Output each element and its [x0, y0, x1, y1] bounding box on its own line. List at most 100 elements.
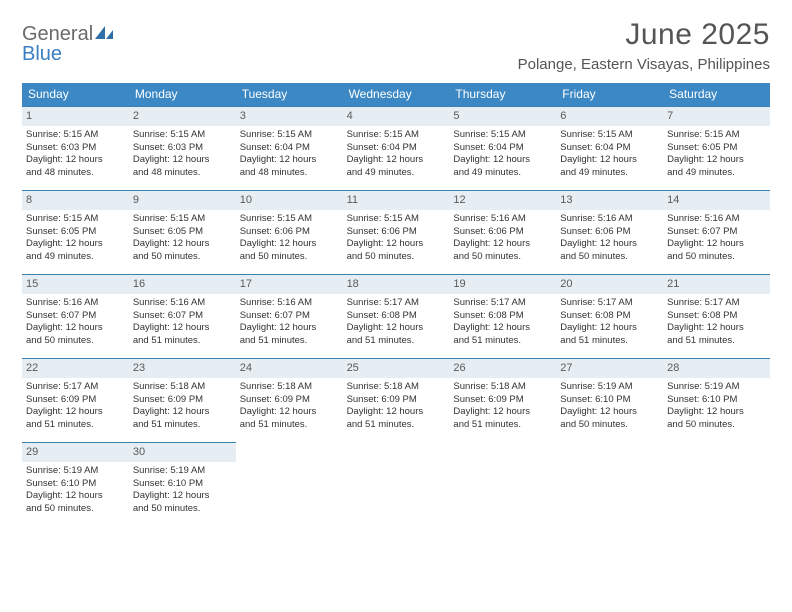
calendar-cell: 19Sunrise: 5:17 AMSunset: 6:08 PMDayligh…	[449, 274, 556, 358]
calendar-cell: 3Sunrise: 5:15 AMSunset: 6:04 PMDaylight…	[236, 106, 343, 190]
day-number: 25	[343, 359, 450, 378]
weekday-header: Thursday	[449, 83, 556, 106]
day-number: 29	[22, 443, 129, 462]
day-detail-line: and 51 minutes.	[240, 419, 339, 432]
day-detail-line: and 50 minutes.	[133, 503, 232, 516]
day-detail-line: Sunset: 6:09 PM	[26, 394, 125, 407]
day-detail-line: Sunset: 6:10 PM	[133, 478, 232, 491]
day-detail-line: Daylight: 12 hours	[667, 238, 766, 251]
day-detail-line: Sunset: 6:09 PM	[347, 394, 446, 407]
calendar-cell: 5Sunrise: 5:15 AMSunset: 6:04 PMDaylight…	[449, 106, 556, 190]
calendar-cell: 22Sunrise: 5:17 AMSunset: 6:09 PMDayligh…	[22, 358, 129, 442]
day-detail-line: Sunset: 6:09 PM	[240, 394, 339, 407]
title-block: June 2025 Polange, Eastern Visayas, Phil…	[518, 18, 770, 73]
day-detail-line: Sunset: 6:10 PM	[26, 478, 125, 491]
day-number: 4	[343, 107, 450, 126]
day-detail-line: and 48 minutes.	[26, 167, 125, 180]
day-detail-line: Sunrise: 5:15 AM	[26, 213, 125, 226]
day-detail-line: Sunrise: 5:17 AM	[667, 297, 766, 310]
calendar-cell: 29Sunrise: 5:19 AMSunset: 6:10 PMDayligh…	[22, 442, 129, 526]
day-detail-line: Sunrise: 5:15 AM	[133, 129, 232, 142]
day-number: 8	[22, 191, 129, 210]
calendar-cell: 1Sunrise: 5:15 AMSunset: 6:03 PMDaylight…	[22, 106, 129, 190]
weekday-header: Saturday	[663, 83, 770, 106]
day-detail-line: Sunset: 6:09 PM	[133, 394, 232, 407]
day-detail-line: Sunrise: 5:19 AM	[133, 465, 232, 478]
day-detail-line: Sunset: 6:06 PM	[560, 226, 659, 239]
day-detail-line: and 50 minutes.	[560, 419, 659, 432]
weekday-header: Tuesday	[236, 83, 343, 106]
day-detail-line: Sunset: 6:06 PM	[240, 226, 339, 239]
weekday-header: Friday	[556, 83, 663, 106]
day-detail-line: Sunrise: 5:15 AM	[240, 213, 339, 226]
day-number: 10	[236, 191, 343, 210]
day-detail-line: Sunset: 6:07 PM	[133, 310, 232, 323]
calendar-cell: 11Sunrise: 5:15 AMSunset: 6:06 PMDayligh…	[343, 190, 450, 274]
day-detail-line: and 48 minutes.	[240, 167, 339, 180]
logo-text: General Blue	[22, 24, 113, 64]
calendar-cell: 2Sunrise: 5:15 AMSunset: 6:03 PMDaylight…	[129, 106, 236, 190]
day-detail-line: Daylight: 12 hours	[347, 238, 446, 251]
day-detail-line: and 51 minutes.	[133, 419, 232, 432]
day-detail-line: Sunrise: 5:15 AM	[667, 129, 766, 142]
day-detail-line: and 51 minutes.	[667, 335, 766, 348]
location-text: Polange, Eastern Visayas, Philippines	[518, 56, 770, 73]
day-detail-line: and 50 minutes.	[667, 419, 766, 432]
day-detail-line: and 51 minutes.	[560, 335, 659, 348]
day-number: 17	[236, 275, 343, 294]
day-number: 21	[663, 275, 770, 294]
calendar-cell	[663, 442, 770, 526]
day-detail-line: Daylight: 12 hours	[347, 322, 446, 335]
day-detail-line: Sunrise: 5:19 AM	[560, 381, 659, 394]
day-detail-line: Sunset: 6:08 PM	[453, 310, 552, 323]
day-detail-line: and 50 minutes.	[560, 251, 659, 264]
day-detail-line: and 50 minutes.	[667, 251, 766, 264]
day-detail-line: Daylight: 12 hours	[133, 154, 232, 167]
day-detail-line: Sunrise: 5:15 AM	[453, 129, 552, 142]
day-detail-line: Sunrise: 5:15 AM	[347, 129, 446, 142]
day-detail-line: Sunset: 6:06 PM	[347, 226, 446, 239]
day-number: 18	[343, 275, 450, 294]
calendar-cell: 24Sunrise: 5:18 AMSunset: 6:09 PMDayligh…	[236, 358, 343, 442]
day-detail-line: Daylight: 12 hours	[133, 406, 232, 419]
day-detail-line: Daylight: 12 hours	[453, 406, 552, 419]
calendar-cell: 17Sunrise: 5:16 AMSunset: 6:07 PMDayligh…	[236, 274, 343, 358]
day-number: 13	[556, 191, 663, 210]
day-number: 12	[449, 191, 556, 210]
day-detail-line: and 49 minutes.	[560, 167, 659, 180]
day-number: 1	[22, 107, 129, 126]
day-detail-line: Sunset: 6:05 PM	[667, 142, 766, 155]
day-detail-line: Sunrise: 5:16 AM	[26, 297, 125, 310]
day-number: 23	[129, 359, 236, 378]
logo-sail-icon	[95, 24, 113, 44]
calendar-cell	[343, 442, 450, 526]
day-detail-line: Daylight: 12 hours	[560, 406, 659, 419]
day-detail-line: Daylight: 12 hours	[347, 406, 446, 419]
day-number: 14	[663, 191, 770, 210]
day-detail-line: Daylight: 12 hours	[133, 238, 232, 251]
day-detail-line: Sunrise: 5:16 AM	[560, 213, 659, 226]
calendar-cell: 18Sunrise: 5:17 AMSunset: 6:08 PMDayligh…	[343, 274, 450, 358]
day-detail-line: Sunrise: 5:16 AM	[133, 297, 232, 310]
calendar-cell: 4Sunrise: 5:15 AMSunset: 6:04 PMDaylight…	[343, 106, 450, 190]
day-number: 16	[129, 275, 236, 294]
day-detail-line: Sunrise: 5:18 AM	[453, 381, 552, 394]
day-detail-line: and 50 minutes.	[26, 335, 125, 348]
day-detail-line: Daylight: 12 hours	[240, 322, 339, 335]
day-detail-line: and 51 minutes.	[453, 419, 552, 432]
day-detail-line: Sunrise: 5:19 AM	[26, 465, 125, 478]
day-number: 11	[343, 191, 450, 210]
calendar-cell	[236, 442, 343, 526]
day-number: 30	[129, 443, 236, 462]
day-detail-line: Sunrise: 5:15 AM	[133, 213, 232, 226]
calendar: Sunday Monday Tuesday Wednesday Thursday…	[22, 83, 770, 526]
day-detail-line: and 49 minutes.	[26, 251, 125, 264]
day-detail-line: and 48 minutes.	[133, 167, 232, 180]
day-detail-line: Daylight: 12 hours	[667, 406, 766, 419]
day-number: 15	[22, 275, 129, 294]
day-detail-line: Sunrise: 5:17 AM	[347, 297, 446, 310]
calendar-cell: 13Sunrise: 5:16 AMSunset: 6:06 PMDayligh…	[556, 190, 663, 274]
calendar-cell: 21Sunrise: 5:17 AMSunset: 6:08 PMDayligh…	[663, 274, 770, 358]
day-detail-line: and 51 minutes.	[26, 419, 125, 432]
calendar-cell: 6Sunrise: 5:15 AMSunset: 6:04 PMDaylight…	[556, 106, 663, 190]
